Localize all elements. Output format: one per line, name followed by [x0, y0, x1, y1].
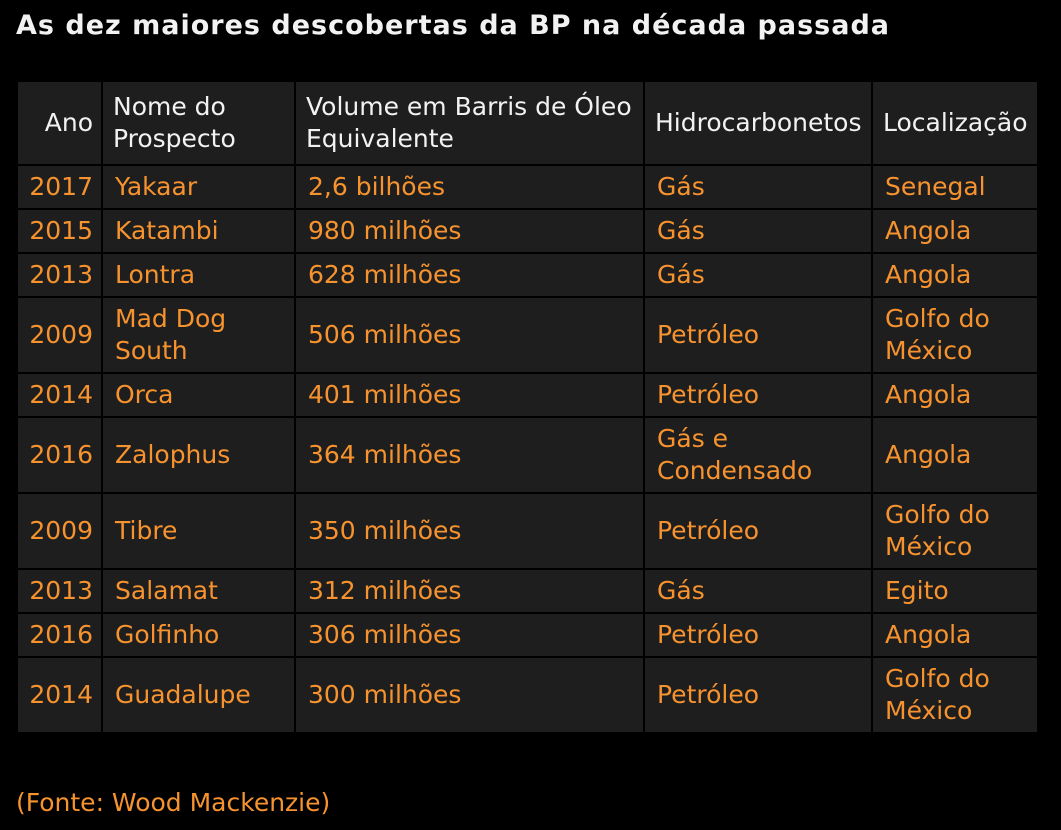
- table-row: 2014 Orca 401 milhões Petróleo Angola: [16, 372, 1039, 418]
- cell-prospect: Mad Dog South: [101, 296, 296, 374]
- cell-location: Egito: [871, 568, 1039, 614]
- cell-year: 2009: [16, 296, 103, 374]
- page-title: As dez maiores descobertas da BP na déca…: [16, 10, 891, 41]
- cell-volume: 401 milhões: [294, 372, 645, 418]
- cell-year: 2013: [16, 568, 103, 614]
- cell-hydrocarbons: Petróleo: [643, 612, 873, 658]
- header-row: Ano Nome do Prospecto Volume em Barris d…: [16, 80, 1039, 166]
- header-volume: Volume em Barris de Óleo Equivalente: [294, 80, 645, 166]
- cell-location: Angola: [871, 416, 1039, 494]
- cell-volume: 312 milhões: [294, 568, 645, 614]
- cell-volume: 350 milhões: [294, 492, 645, 570]
- header-location: Localização: [871, 80, 1039, 166]
- cell-hydrocarbons: Gás e Condensado: [643, 416, 873, 494]
- cell-year: 2013: [16, 252, 103, 298]
- cell-prospect: Zalophus: [101, 416, 296, 494]
- cell-prospect: Salamat: [101, 568, 296, 614]
- cell-prospect: Guadalupe: [101, 656, 296, 734]
- table-row: 2009 Mad Dog South 506 milhões Petróleo …: [16, 296, 1039, 374]
- cell-volume: 980 milhões: [294, 208, 645, 254]
- cell-hydrocarbons: Gás: [643, 164, 873, 210]
- cell-hydrocarbons: Petróleo: [643, 492, 873, 570]
- table-row: 2014 Guadalupe 300 milhões Petróleo Golf…: [16, 656, 1039, 734]
- table-row: 2009 Tibre 350 milhões Petróleo Golfo do…: [16, 492, 1039, 570]
- header-year: Ano: [16, 80, 103, 166]
- cell-location: Senegal: [871, 164, 1039, 210]
- source-note: (Fonte: Wood Mackenzie): [16, 788, 331, 817]
- table-row: 2015 Katambi 980 milhões Gás Angola: [16, 208, 1039, 254]
- cell-location: Golfo do México: [871, 656, 1039, 734]
- cell-volume: 300 milhões: [294, 656, 645, 734]
- cell-prospect: Tibre: [101, 492, 296, 570]
- cell-volume: 628 milhões: [294, 252, 645, 298]
- cell-year: 2016: [16, 416, 103, 494]
- table-row: 2016 Golfinho 306 milhões Petróleo Angol…: [16, 612, 1039, 658]
- cell-hydrocarbons: Gás: [643, 208, 873, 254]
- table-row: 2016 Zalophus 364 milhões Gás e Condensa…: [16, 416, 1039, 494]
- header-prospect: Nome do Prospecto: [101, 80, 296, 166]
- cell-prospect: Golfinho: [101, 612, 296, 658]
- cell-volume: 2,6 bilhões: [294, 164, 645, 210]
- cell-year: 2009: [16, 492, 103, 570]
- cell-prospect: Orca: [101, 372, 296, 418]
- cell-year: 2014: [16, 372, 103, 418]
- table-row: 2017 Yakaar 2,6 bilhões Gás Senegal: [16, 164, 1039, 210]
- cell-location: Angola: [871, 208, 1039, 254]
- cell-volume: 506 milhões: [294, 296, 645, 374]
- cell-location: Angola: [871, 252, 1039, 298]
- cell-location: Golfo do México: [871, 492, 1039, 570]
- cell-hydrocarbons: Gás: [643, 252, 873, 298]
- cell-hydrocarbons: Gás: [643, 568, 873, 614]
- discoveries-table: Ano Nome do Prospecto Volume em Barris d…: [16, 80, 1039, 734]
- cell-prospect: Katambi: [101, 208, 296, 254]
- cell-location: Golfo do México: [871, 296, 1039, 374]
- cell-prospect: Yakaar: [101, 164, 296, 210]
- cell-year: 2017: [16, 164, 103, 210]
- cell-year: 2016: [16, 612, 103, 658]
- cell-year: 2015: [16, 208, 103, 254]
- cell-hydrocarbons: Petróleo: [643, 372, 873, 418]
- cell-prospect: Lontra: [101, 252, 296, 298]
- cell-location: Angola: [871, 372, 1039, 418]
- cell-hydrocarbons: Petróleo: [643, 296, 873, 374]
- cell-hydrocarbons: Petróleo: [643, 656, 873, 734]
- table-row: 2013 Salamat 312 milhões Gás Egito: [16, 568, 1039, 614]
- cell-year: 2014: [16, 656, 103, 734]
- header-hydrocarbons: Hidrocarbonetos: [643, 80, 873, 166]
- table-row: 2013 Lontra 628 milhões Gás Angola: [16, 252, 1039, 298]
- cell-location: Angola: [871, 612, 1039, 658]
- cell-volume: 364 milhões: [294, 416, 645, 494]
- cell-volume: 306 milhões: [294, 612, 645, 658]
